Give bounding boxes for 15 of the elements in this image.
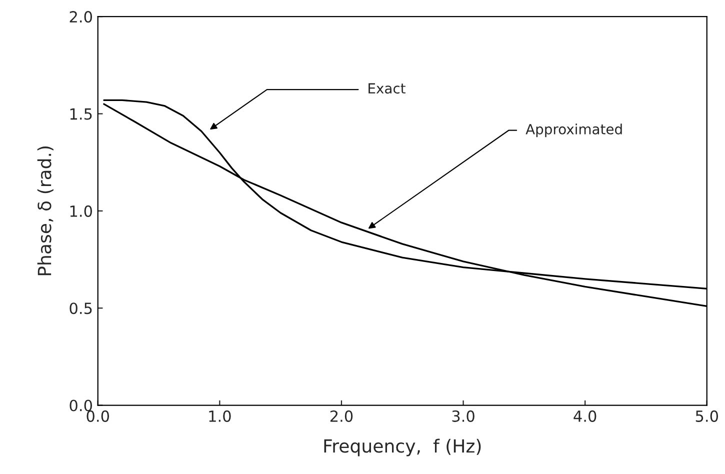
y-tick-label: 2.0 (70, 11, 92, 23)
y-tick-label: 0.0 (70, 400, 92, 412)
x-tick-label: 5.0 (696, 410, 718, 422)
annotation: Exact (368, 83, 406, 94)
x-tick-label: 1.0 (209, 410, 231, 422)
y-tick-label: 1.5 (70, 108, 92, 120)
annotation: Approximated (526, 124, 622, 138)
x-tick-label: 2.0 (330, 410, 353, 422)
x-tick-label: 4.0 (574, 410, 596, 422)
x-tick-label: 0.0 (86, 410, 110, 422)
y-tick-label: 1.0 (70, 205, 92, 217)
x-axis-title: Frequency, f (Hz) (324, 438, 481, 456)
x-tick-label: 3.0 (452, 410, 474, 422)
y-tick-label: 0.5 (70, 302, 92, 314)
y-axis-title: Phase, δ (rad.) (37, 146, 54, 276)
